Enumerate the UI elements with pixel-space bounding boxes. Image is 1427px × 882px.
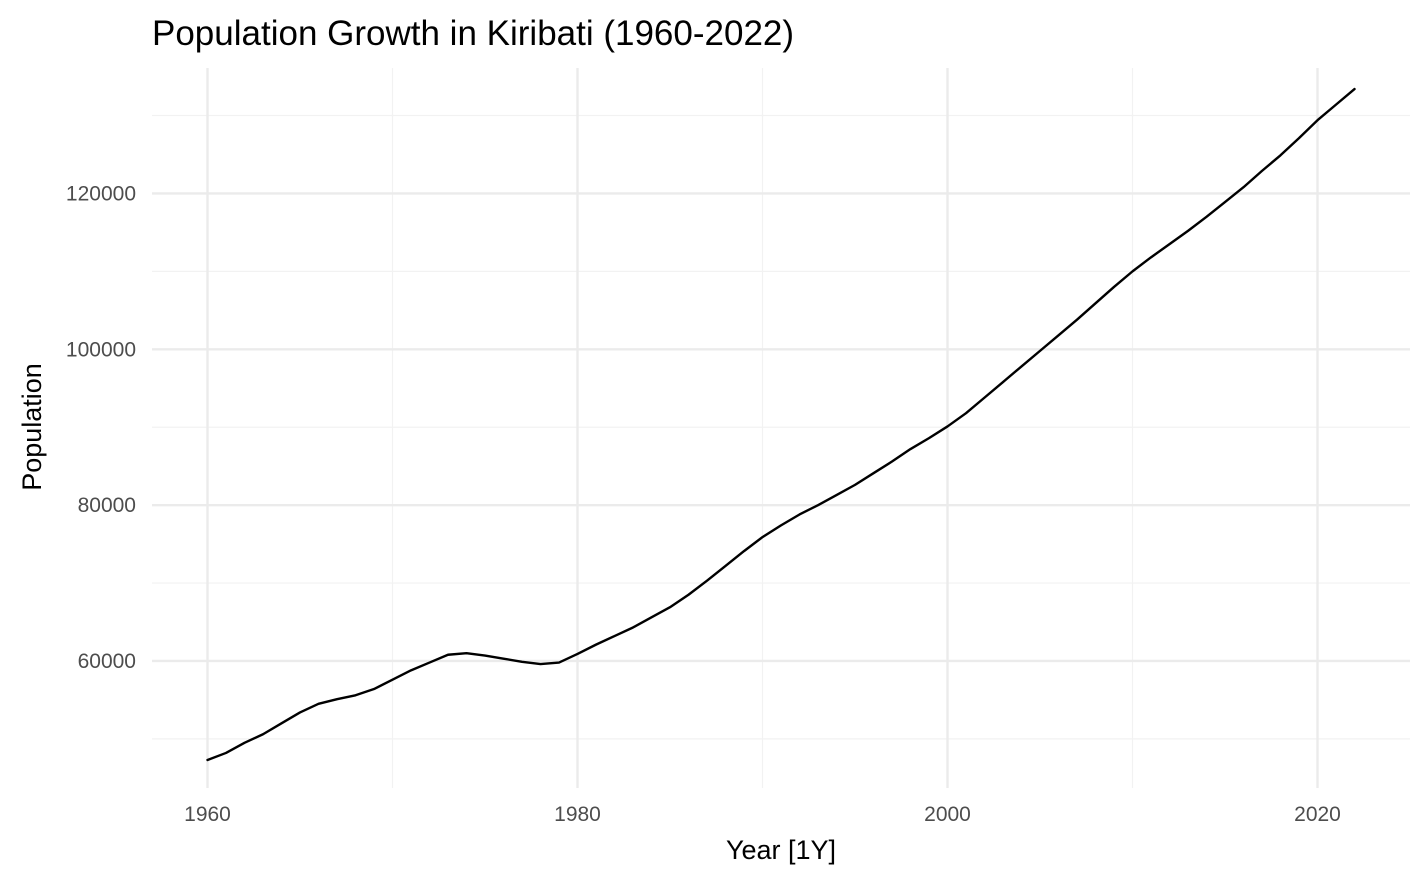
y-tick-label: 60000: [78, 650, 136, 673]
series-layer: [206, 87, 1356, 762]
grid-layer: [152, 68, 1410, 788]
y-axis-title: Population: [17, 363, 47, 491]
y-tick-label: 120000: [66, 182, 136, 205]
x-tick-label: 2020: [1294, 803, 1341, 826]
chart-title: Population Growth in Kiribati (1960-2022…: [152, 14, 794, 53]
y-tick-label: 100000: [66, 338, 136, 361]
tick-layer: 60000 80000 100000 120000 1960 1980 2000 2020: [66, 182, 1341, 826]
x-tick-label: 2000: [924, 803, 971, 826]
x-axis-title: Year [1Y]: [726, 835, 836, 865]
x-tick-label: 1960: [184, 803, 231, 826]
y-tick-label: 80000: [78, 494, 136, 517]
x-tick-label: 1980: [554, 803, 601, 826]
population-series-line: [206, 87, 1356, 762]
